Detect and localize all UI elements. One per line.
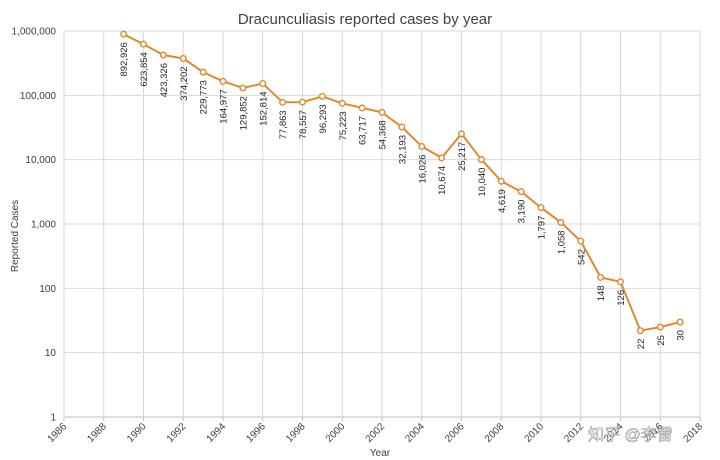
x-tick-label: 1990 (125, 421, 149, 445)
data-point (318, 92, 326, 100)
data-point (497, 177, 505, 185)
y-tick-label: 10 (45, 348, 57, 359)
data-label: 96,293 (318, 104, 329, 133)
y-tick-label: 1,000 (31, 220, 56, 231)
data-label: 3,190 (517, 200, 528, 224)
data-point (438, 154, 446, 162)
x-tick-label: 1998 (284, 421, 308, 445)
x-axis-label: Year (370, 448, 391, 459)
data-label: 32,193 (397, 135, 408, 164)
x-tick-label: 1996 (244, 421, 268, 445)
data-label: 78,557 (298, 110, 309, 139)
x-tick-label: 2018 (682, 421, 706, 445)
x-tick-label: 2004 (403, 421, 427, 445)
data-point (358, 104, 366, 112)
x-tick-label: 1994 (205, 421, 229, 445)
data-point (537, 204, 545, 212)
data-point (398, 123, 406, 131)
data-label: 374,202 (179, 66, 190, 100)
data-point (279, 98, 287, 106)
data-label: 10,040 (477, 168, 488, 197)
data-label: 423,326 (159, 63, 170, 97)
data-point (239, 84, 247, 92)
data-point (219, 77, 227, 85)
watermark-text: 知乎 @李雷 (588, 426, 673, 444)
data-label: 542 (576, 249, 587, 265)
data-label: 152,814 (258, 91, 269, 125)
data-point (676, 318, 684, 326)
y-tick-label: 1 (50, 413, 56, 424)
chart-title: Dracunculiasis reported cases by year (238, 11, 492, 28)
data-point (179, 54, 187, 62)
y-axis-label: Reported Cases (10, 200, 21, 272)
data-point (656, 323, 664, 331)
data-label: 16,026 (417, 154, 428, 183)
data-label: 148 (596, 285, 607, 301)
data-label: 30 (676, 330, 687, 341)
data-point (120, 30, 128, 38)
x-tick-label: 2012 (562, 421, 586, 445)
y-tick-label: 100 (39, 284, 56, 295)
data-label: 22 (636, 339, 647, 350)
data-label: 75,223 (338, 111, 349, 140)
data-label: 229,773 (199, 80, 210, 114)
data-point (597, 273, 605, 281)
grid-lines (63, 30, 701, 418)
y-tick-label: 10,000 (25, 155, 56, 166)
data-label: 623,854 (139, 52, 150, 86)
data-label: 25 (656, 335, 667, 346)
x-tick-label: 2002 (364, 421, 388, 445)
data-label: 4,619 (497, 189, 508, 213)
data-label: 63,717 (358, 116, 369, 145)
x-tick-label: 1988 (85, 421, 109, 445)
y-axis: 1 10 100 1,000 10,000 100,000 1,000,000 (12, 27, 57, 424)
x-tick-label: 2000 (324, 421, 348, 445)
data-label: 164,977 (219, 89, 230, 123)
y-tick-label: 1,000,000 (12, 27, 57, 38)
data-label: 77,863 (278, 110, 289, 139)
data-point (338, 99, 346, 107)
data-points (120, 30, 684, 335)
x-tick-label: 2010 (523, 421, 547, 445)
x-tick-label: 1986 (46, 421, 70, 445)
data-label: 126 (616, 290, 627, 306)
data-point (517, 188, 525, 196)
data-point (299, 98, 307, 106)
data-label: 25,217 (457, 142, 468, 171)
data-point (577, 237, 585, 245)
data-point (557, 218, 565, 226)
data-point (139, 40, 147, 48)
x-tick-label: 1992 (165, 421, 189, 445)
data-label: 1,058 (556, 230, 567, 254)
data-point (199, 68, 207, 76)
data-point (159, 51, 167, 59)
data-point (418, 142, 426, 150)
data-label: 10,674 (437, 166, 448, 195)
data-label: 54,368 (378, 120, 389, 149)
data-label: 129,852 (238, 96, 249, 130)
data-point (636, 327, 644, 335)
data-point (617, 278, 625, 286)
data-point (458, 130, 466, 138)
x-tick-label: 2008 (483, 421, 507, 445)
y-tick-label: 100,000 (20, 91, 57, 102)
data-label: 892,926 (119, 42, 130, 76)
data-label: 1,797 (537, 216, 548, 240)
data-point (259, 79, 267, 87)
data-labels: 892,926 623,854 423,326 374,202 229,773 164,9… (119, 42, 687, 349)
data-point (477, 156, 485, 164)
x-tick-label: 2006 (443, 421, 467, 445)
data-point (378, 108, 386, 116)
